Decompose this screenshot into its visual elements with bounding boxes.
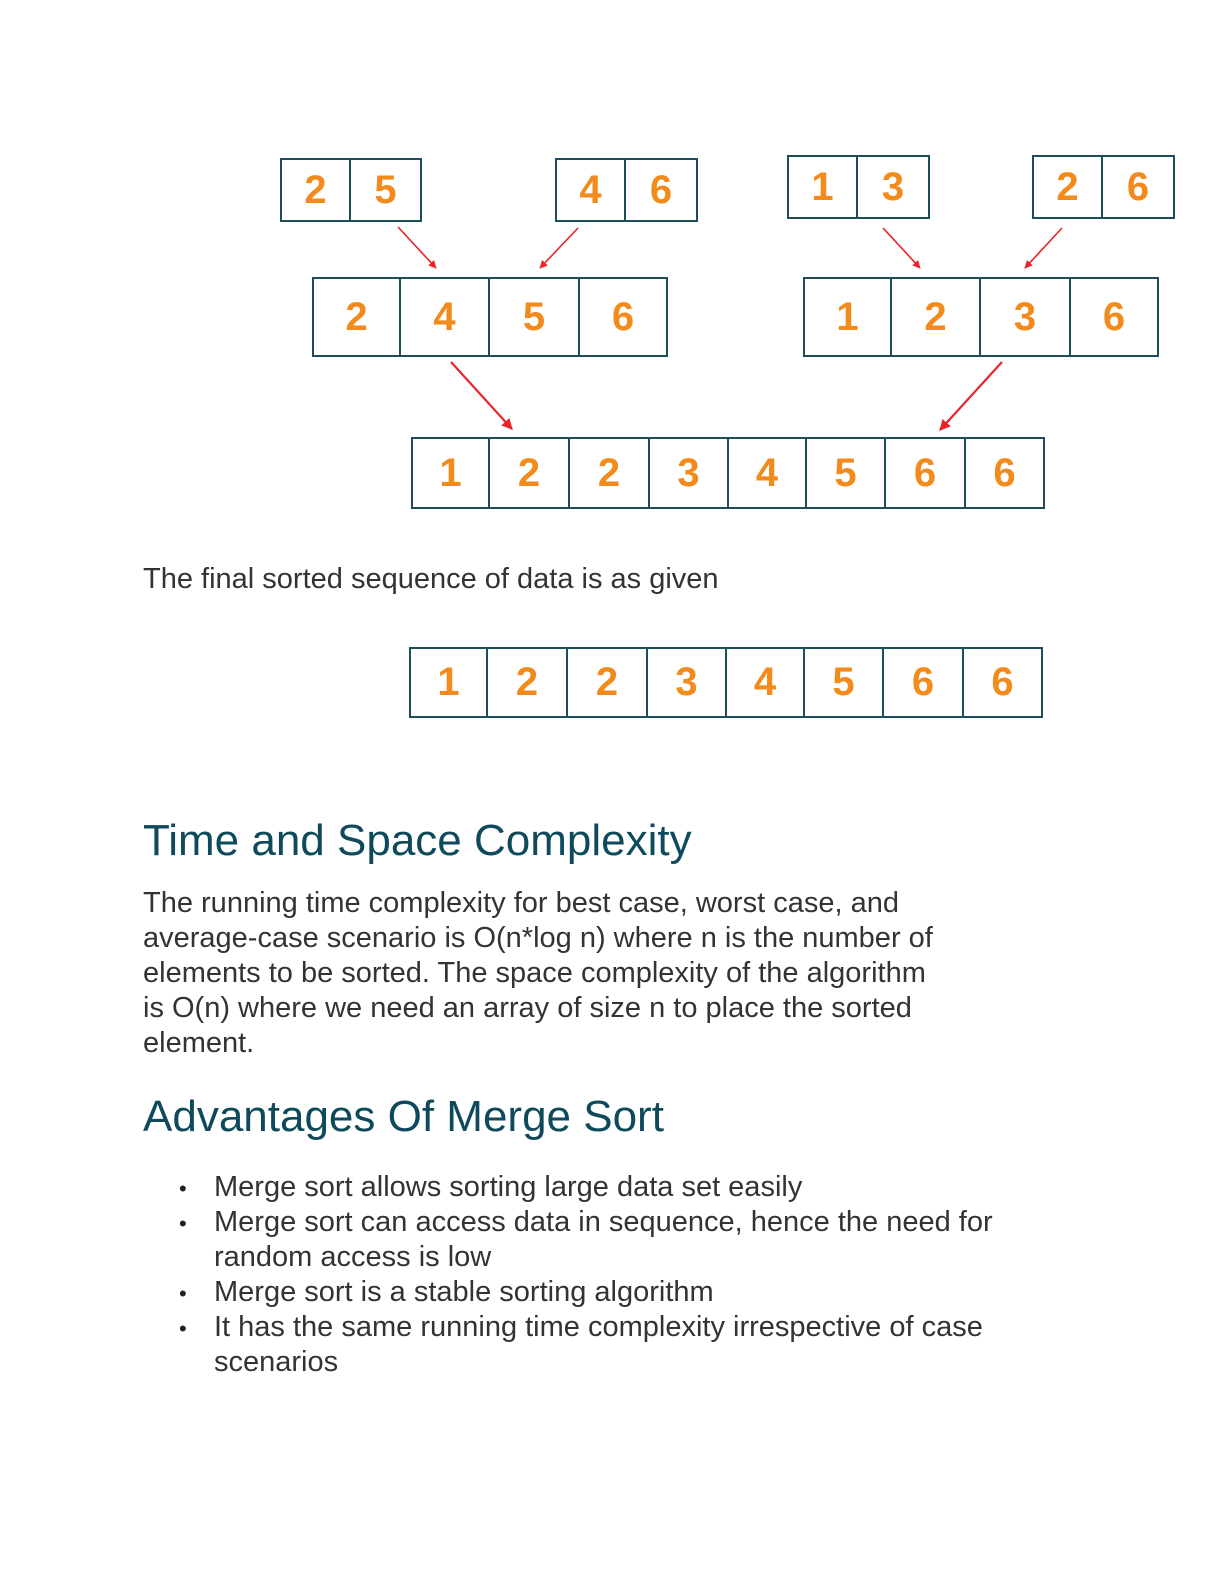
array-cell: 2 (314, 279, 401, 355)
arrow-1-3-to-merge (882, 227, 921, 269)
complexity-line: The running time complexity for best cas… (143, 887, 899, 919)
array-cell: 2 (570, 439, 650, 507)
array-cell: 4 (727, 649, 805, 716)
complexity-line: element. (143, 1027, 255, 1059)
array-cell: 2 (488, 649, 568, 716)
list-item-line: Merge sort is a stable sorting algorithm (214, 1276, 714, 1308)
array-cell: 3 (650, 439, 729, 507)
array-box-2-6: 2 6 (1032, 155, 1175, 219)
final-sentence: The final sorted sequence of data is as … (143, 563, 719, 595)
list-item-line: Merge sort can access data in sequence, … (214, 1206, 993, 1238)
array-cell: 4 (557, 160, 627, 220)
array-cell: 2 (282, 160, 352, 220)
bullet-icon: • (179, 1281, 187, 1306)
complexity-line: is O(n) where we need an array of size n… (143, 992, 912, 1024)
bullet-icon: • (179, 1211, 187, 1236)
array-cell: 1 (413, 439, 490, 507)
list-item: • Merge sort allows sorting large data s… (143, 1170, 1063, 1205)
list-item-line: It has the same running time complexity … (214, 1311, 983, 1343)
array-cell: 6 (993, 450, 1016, 495)
arrow-4-6-to-merge (539, 227, 579, 269)
list-item: • It has the same running time complexit… (143, 1310, 1063, 1380)
complexity-paragraph: The running time complexity for best cas… (143, 886, 1063, 1061)
array-cell: 6 (884, 649, 964, 716)
list-item-line: Merge sort allows sorting large data set… (214, 1171, 803, 1203)
array-cell: 6 (991, 660, 1014, 704)
array-cell: 1 (805, 279, 892, 355)
array-box-merged: 1 2 2 3 4 5 6 6 (411, 437, 1045, 509)
bullet-icon: • (179, 1316, 187, 1341)
array-cell: 1 (411, 649, 488, 716)
array-cell: 5 (805, 649, 884, 716)
array-cell: 6 (886, 439, 966, 507)
array-box-1-2-3-6: 1 2 3 6 (803, 277, 1159, 357)
arrow-2-6-to-merge (1024, 227, 1063, 269)
array-cell: 6 (611, 294, 635, 339)
complexity-line: average-case scenario is O(n*log n) wher… (143, 922, 933, 954)
array-cell: 2 (568, 649, 648, 716)
array-box-2-4-5-6: 2 4 5 6 (312, 277, 668, 357)
array-cell: 5 (374, 167, 397, 212)
array-cell: 5 (807, 439, 886, 507)
array-cell: 2 (892, 279, 981, 355)
array-box-4-6: 4 6 (555, 158, 698, 222)
list-item-line: random access is low (214, 1241, 492, 1273)
advantages-heading: Advantages Of Merge Sort (143, 1092, 664, 1141)
advantages-list: • Merge sort allows sorting large data s… (143, 1170, 1063, 1380)
array-cell: 6 (1126, 164, 1150, 209)
array-cell: 3 (981, 279, 1071, 355)
final-sorted-array: 1 2 2 3 4 5 6 6 (409, 647, 1043, 718)
array-cell: 6 (649, 167, 673, 212)
array-cell: 3 (881, 164, 905, 209)
array-cell: 1 (789, 157, 859, 217)
array-cell: 4 (401, 279, 490, 355)
list-item-line: scenarios (214, 1346, 339, 1378)
arrow-right-to-final (939, 361, 1003, 431)
arrow-2-5-to-merge (397, 226, 437, 269)
array-cell: 5 (490, 279, 580, 355)
array-cell: 6 (1102, 294, 1126, 339)
list-item: • Merge sort is a stable sorting algorit… (143, 1275, 1063, 1310)
list-item: • Merge sort can access data in sequence… (143, 1205, 1063, 1275)
array-cell: 2 (1034, 157, 1104, 217)
array-cell: 4 (729, 439, 807, 507)
arrow-left-to-final (450, 361, 513, 430)
array-box-1-3: 1 3 (787, 155, 930, 219)
complexity-heading: Time and Space Complexity (143, 816, 692, 865)
array-cell: 2 (490, 439, 570, 507)
bullet-icon: • (179, 1176, 187, 1201)
merge-arrows (397, 226, 1063, 431)
complexity-line: elements to be sorted. The space complex… (143, 957, 926, 989)
array-cell: 3 (648, 649, 727, 716)
array-box-2-5: 2 5 (280, 158, 422, 222)
